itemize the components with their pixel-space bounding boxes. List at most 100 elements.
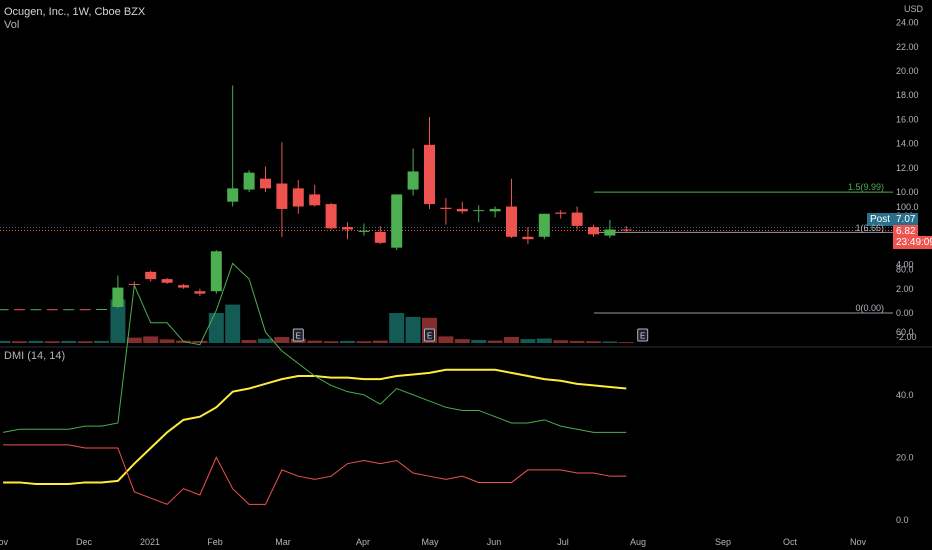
earnings-badge: [637, 328, 649, 342]
earnings-letter: E: [640, 332, 645, 341]
time-axis-tick: Jul: [557, 537, 569, 547]
dmi-line-minusdi: [3, 444, 627, 505]
candle-body: [309, 194, 321, 206]
volume-bar: [389, 313, 405, 343]
candle-body: [112, 287, 124, 307]
volume-bar: [618, 342, 634, 344]
time-axis-tick: May: [421, 537, 439, 547]
price-axis-tick: 10.00: [896, 187, 919, 197]
chart-title: Ocugen, Inc., 1W, Cboe BZX: [4, 6, 146, 18]
candle-body: [588, 227, 599, 235]
candle-body: [358, 230, 370, 232]
time-axis-tick: Feb: [207, 537, 223, 547]
price-axis-tick: 0.00: [896, 308, 914, 318]
volume-bar: [0, 340, 11, 343]
post-market-price: 7.07: [893, 213, 919, 226]
candle-body: [506, 206, 517, 237]
time-axis-tick: Nov: [850, 537, 867, 547]
price-axis-tick: -2.00: [896, 332, 917, 342]
volume-bar: [520, 339, 536, 343]
volume-bar: [77, 341, 93, 343]
last-price-tag: 6.82: [893, 225, 919, 238]
candle-body: [555, 212, 567, 214]
candle-body: [620, 229, 632, 231]
candle-body: [79, 309, 91, 311]
candle-body: [473, 210, 485, 212]
volume-bar: [192, 340, 208, 343]
fib-level-label: 1.5(9.99): [847, 182, 884, 192]
price-axis-tick: 14.00: [896, 139, 919, 149]
candle-body: [538, 213, 550, 237]
volume-bar: [159, 339, 175, 343]
candle-body: [342, 227, 353, 230]
candle-body: [522, 236, 534, 240]
bar-countdown-tag: 23:49:09: [893, 236, 932, 249]
volume-bar: [536, 338, 552, 343]
candle-body: [374, 231, 386, 243]
candle-body: [145, 271, 157, 280]
time-axis-tick: Oct: [783, 537, 798, 547]
price-axis-tick: 24.00: [896, 18, 919, 28]
volume-bar: [274, 337, 290, 343]
volume-bar: [110, 299, 126, 343]
earnings-letter: E: [427, 332, 432, 341]
dmi-line-plusdi: [3, 262, 627, 433]
time-axis-tick: 2021: [140, 537, 160, 547]
earnings-marker: E: [292, 328, 304, 342]
volume-bar: [372, 340, 388, 343]
candle-body: [227, 188, 239, 202]
earnings-letter: E: [296, 332, 301, 341]
volume-bar: [504, 337, 519, 343]
dmi-axis-tick: 0.0: [896, 515, 909, 525]
candle-body: [276, 183, 288, 209]
volume-bar: [126, 337, 142, 343]
time-axis-tick: Dec: [76, 537, 93, 547]
price-axis-tick: 4.00: [896, 260, 914, 270]
candle-body: [260, 178, 271, 189]
candle-body: [292, 188, 304, 207]
currency-label: USD: [904, 4, 924, 14]
volume-bar: [569, 340, 585, 343]
candle-body: [161, 279, 173, 283]
time-axis-tick: Jun: [487, 537, 502, 547]
candle-body: [407, 171, 419, 190]
price-axis-tick: 12.00: [896, 163, 919, 173]
dmi-axis-tick: 60.0: [896, 327, 914, 337]
volume-bar: [356, 341, 372, 343]
candle-body: [30, 309, 42, 311]
time-axis-tick: Nov: [0, 537, 8, 547]
dmi-indicator-label[interactable]: DMI (14, 14): [4, 350, 66, 362]
volume-bar: [454, 339, 470, 343]
dmi-axis-tick: 80.0: [896, 265, 914, 275]
volume-bar: [553, 340, 569, 343]
volume-bar: [586, 341, 601, 343]
volume-bar: [208, 313, 224, 343]
fib-level-label: 0(0.00): [855, 303, 884, 313]
volume-bar: [44, 341, 60, 343]
post-market-label: Post: [867, 213, 894, 226]
volume-bar: [405, 316, 421, 343]
earnings-badge: [424, 328, 435, 342]
candle-body: [440, 207, 452, 209]
price-axis-tick: 16.00: [896, 114, 919, 124]
price-axis-tick: 22.00: [896, 42, 919, 52]
time-axis-tick: Sep: [715, 537, 731, 547]
time-axis-tick: Apr: [356, 537, 370, 547]
candle-body: [194, 291, 206, 294]
volume-bar: [307, 340, 323, 343]
price-axis-tick: 20.00: [896, 66, 919, 76]
candle-body: [489, 208, 501, 212]
volume-bar: [340, 340, 355, 343]
candle-body: [424, 144, 435, 205]
time-axis-tick: Aug: [630, 537, 646, 547]
volume-bar: [602, 341, 618, 343]
candle-body: [178, 285, 189, 288]
volume-bar: [12, 341, 27, 343]
volume-bar: [438, 336, 454, 343]
earnings-badge: [292, 328, 304, 342]
dmi-line-adx: [3, 368, 627, 486]
volume-bar: [323, 341, 339, 343]
candle-body: [0, 309, 9, 311]
price-axis-tick: 2.00: [896, 284, 914, 294]
